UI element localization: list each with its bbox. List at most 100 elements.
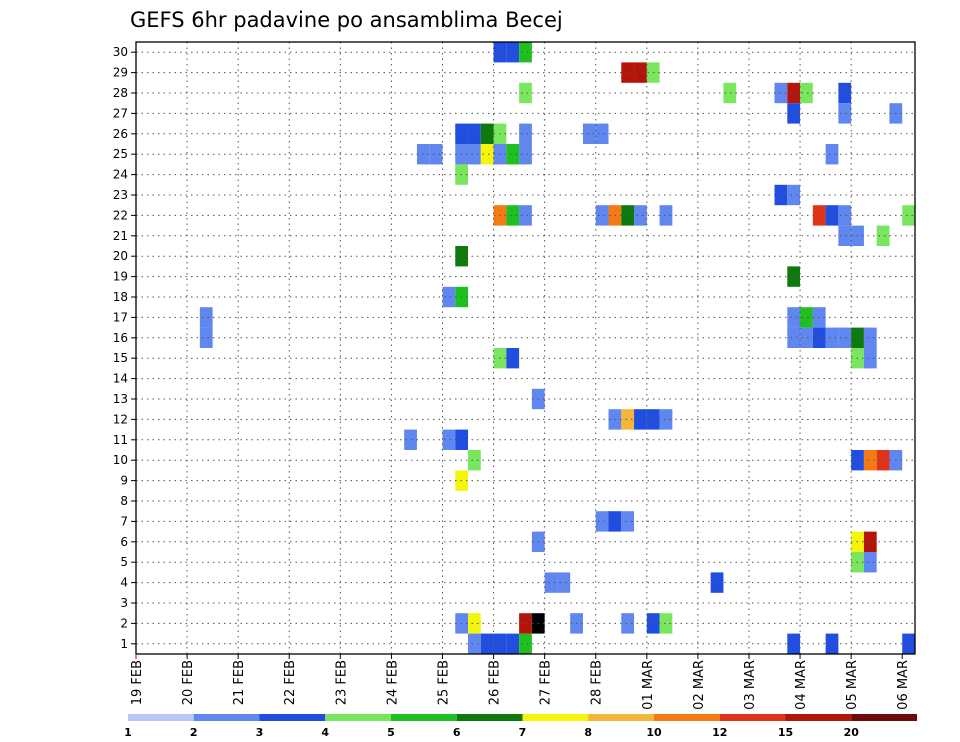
x-tick-label: 02 MAR [692,660,707,710]
heatmap-cell-2 [519,42,532,63]
x-tick-label: 22 FEB [283,660,298,705]
heatmap-cell-103 [468,633,481,654]
heatmap-cell-91 [863,552,877,573]
colorbar-label: 15 [778,726,793,739]
chart-title: GEFS 6hr padavine po ansamblima Becej [130,8,563,32]
colorbar-swatch [522,714,589,721]
y-tick-label: 17 [113,310,128,324]
heatmap-cell-10 [800,82,813,104]
x-tick-label: 24 FEB [385,660,400,705]
heatmap-cell-37 [595,205,609,226]
colorbar-label: 4 [321,726,329,739]
heatmap-cell-97 [519,613,532,634]
heatmap-cell-81 [876,450,890,471]
y-tick-label: 5 [120,555,128,569]
y-tick-label: 29 [113,66,128,80]
heatmap-cell-33 [787,184,801,206]
heatmap-cells [199,42,915,654]
heatmap-cell-66 [506,348,520,369]
heatmap-cell-7 [723,82,737,104]
grid-lines [136,42,915,654]
x-tick-label: 23 FEB [334,660,349,705]
heatmap-cell-62 [838,327,852,348]
heatmap-cell-28 [506,144,520,165]
colorbar: 1 2 3 4 5 6 7 8 10 12 15 20 [124,714,917,739]
x-tick-label: 06 MAR [896,660,911,710]
colorbar-swatch [654,714,720,721]
heatmap-cell-41 [659,205,673,226]
heatmap-cell-96 [468,613,481,634]
heatmap-cell-50 [787,266,801,287]
heatmap-cell-17 [480,123,494,144]
colorbar-label: 5 [387,726,395,739]
y-tick-label: 27 [113,106,128,120]
y-tick-label: 11 [113,433,128,447]
colorbar-label: 2 [190,726,198,739]
heatmap-cell-11 [838,82,852,104]
y-tick-label: 6 [120,535,128,549]
y-tick-label: 4 [120,576,128,590]
y-tick-label: 7 [120,514,128,528]
x-axis: 19 FEB 20 FEB 21 FEB 22 FEB 23 FEB 24 FEB 25 F… [130,654,911,710]
heatmap-cell-23 [429,144,443,165]
y-tick-label: 30 [113,45,128,59]
y-tick-label: 25 [113,147,128,161]
heatmap-cell-89 [863,531,877,552]
y-tick-label: 14 [113,372,128,386]
heatmap-cell-26 [480,144,494,165]
heatmap-cell-43 [825,205,839,226]
heatmap-cell-36 [519,205,532,226]
heatmap-cell-57 [199,327,213,348]
colorbar-swatch [391,714,457,721]
x-tick-label: 19 FEB [130,660,145,705]
colorbar-label: 20 [844,726,860,739]
heatmap-cell-39 [621,205,635,226]
heatmap-cell-9 [787,82,801,104]
colorbar-swatch [785,714,852,721]
heatmap-cell-30 [825,144,839,165]
y-tick-label: 23 [113,188,128,202]
heatmap-cell-76 [442,429,456,450]
x-tick-label: 28 FEB [590,660,605,705]
y-axis: 1234567891011121314151617181920212223242… [113,45,136,651]
y-tick-label: 22 [113,208,128,222]
x-tick-label: 25 FEB [436,660,451,705]
colorbar-label: 3 [256,726,264,739]
heatmap-cell-16 [468,123,481,144]
heatmap-cell-86 [621,511,635,532]
heatmap-cell-12 [787,103,801,124]
heatmap-cell-92 [544,572,558,593]
heatmap-cell-40 [634,205,647,226]
heatmap-cell-4 [634,62,647,83]
heatmap-cell-72 [634,409,647,430]
colorbar-swatch [259,714,326,721]
colorbar-swatch [325,714,391,721]
y-tick-label: 19 [113,270,128,284]
y-tick-label: 15 [113,351,128,365]
colorbar-swatch [719,714,786,721]
heatmap-cell-6 [519,82,532,104]
colorbar-label: 12 [712,726,727,739]
heatmap-cell-25 [468,144,481,165]
heatmap-cell-3 [621,62,635,83]
colorbar-label: 6 [453,726,461,739]
y-tick-label: 26 [113,127,128,141]
heatmap-cell-61 [825,327,839,348]
x-tick-label: 21 FEB [232,660,247,705]
heatmap-cell-29 [519,144,532,165]
y-tick-label: 24 [113,168,128,182]
heatmap-cell-51 [442,286,456,308]
heatmap-cell-74 [659,409,673,430]
heatmap-cell-19 [519,123,532,144]
y-tick-label: 20 [113,249,128,263]
x-tick-label: 04 MAR [794,660,809,710]
heatmap-cell-110 [902,633,915,654]
heatmap-cell-71 [621,409,635,430]
y-tick-label: 8 [120,494,128,508]
heatmap-cell-1 [506,42,520,63]
colorbar-swatch [456,714,523,721]
heatmap-cell-75 [404,429,417,450]
x-tick-label: 26 FEB [488,660,503,705]
colorbar-swatch [588,714,654,721]
